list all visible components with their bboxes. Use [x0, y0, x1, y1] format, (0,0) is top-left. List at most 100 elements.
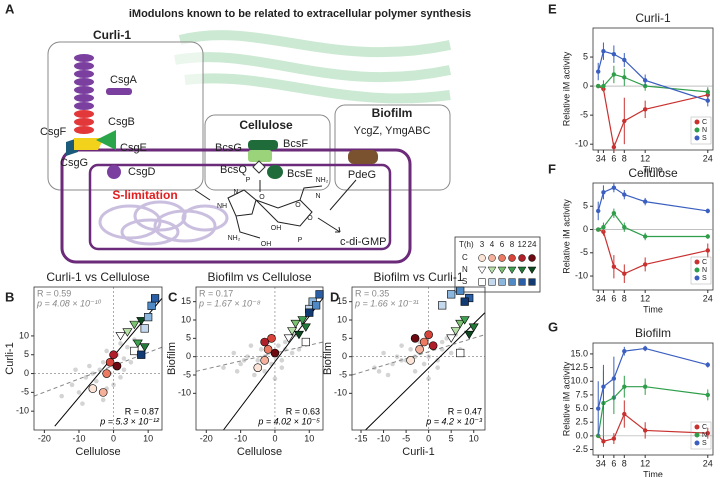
background-point	[234, 369, 240, 374]
point	[260, 356, 269, 365]
legend-label: N	[702, 432, 707, 439]
csgb-stack	[74, 110, 94, 134]
point	[611, 144, 617, 150]
background-point	[93, 378, 99, 384]
series-line	[597, 386, 708, 436]
legend-label: S	[702, 275, 707, 282]
label: c-di-GMP	[340, 236, 386, 248]
panel-label: G	[548, 319, 558, 334]
point	[112, 361, 122, 371]
y-tick-label: 0	[24, 368, 29, 378]
background-point	[255, 358, 261, 363]
legend-marker	[694, 432, 700, 438]
point	[705, 208, 710, 214]
y-axis-label: Curli-1	[4, 342, 16, 374]
panel-label: B	[5, 289, 14, 304]
background-point	[399, 343, 404, 348]
atom-label: O	[307, 215, 313, 222]
legend-marker	[694, 275, 700, 281]
label: PdeG	[348, 169, 376, 181]
point	[596, 406, 601, 411]
y-tick-label: 5	[583, 201, 588, 211]
legend-marker	[477, 266, 487, 274]
series-line	[597, 50, 708, 102]
atom-label: P	[298, 237, 303, 244]
y-tick-label: 10.0	[570, 376, 588, 386]
panel-label: D	[330, 289, 339, 304]
bcsf	[248, 140, 278, 150]
y-tick-label: 0	[583, 80, 588, 90]
point	[705, 392, 710, 398]
legend-marker	[528, 278, 536, 286]
background-point	[376, 369, 382, 374]
annotation: R = 0.17	[199, 288, 233, 298]
point	[622, 384, 627, 389]
point	[410, 334, 420, 343]
y-axis-label: Relative iM activity	[561, 51, 571, 126]
panel-label: A	[5, 1, 15, 16]
legend-marker	[498, 254, 506, 262]
plot-frame	[33, 286, 163, 431]
annotation: p = 1.66 × 10⁻³¹	[354, 298, 419, 308]
point	[456, 348, 465, 358]
background-point	[279, 358, 285, 363]
annotation: R = 0.47	[448, 406, 482, 416]
y-tick-label: 2.5	[575, 417, 588, 427]
point	[447, 290, 456, 299]
x-axis-label: Time	[643, 469, 663, 477]
polymer-coil	[98, 200, 229, 246]
x-tick-label: 24	[703, 153, 713, 163]
point	[601, 439, 606, 444]
csgd	[107, 165, 121, 179]
label: BcsE	[287, 168, 313, 180]
y-axis-label: Biofilm	[322, 342, 334, 375]
background-point	[59, 393, 64, 399]
x-tick-label: 6	[611, 153, 616, 163]
legend-marker	[694, 259, 700, 265]
point	[705, 234, 710, 239]
legend-label: C	[462, 253, 468, 262]
y-tick-label: -10	[575, 139, 588, 149]
legend-box	[690, 421, 712, 450]
csga-stack	[74, 54, 94, 110]
annotation: p = 4.02 × 10⁻⁵	[257, 416, 320, 426]
x-tick-label: 3	[596, 293, 601, 303]
bcsg	[248, 150, 272, 162]
atom-label: OH	[271, 225, 282, 232]
point	[129, 320, 140, 330]
y-axis-label: Relative iM activity	[561, 199, 571, 274]
point	[642, 199, 648, 204]
point	[283, 334, 294, 343]
bcsq	[252, 160, 266, 174]
y-tick-label: 0	[583, 224, 588, 234]
point	[611, 436, 617, 441]
x-tick-label: 5	[449, 433, 454, 443]
background-point	[408, 347, 413, 352]
x-tick-label: 0	[111, 433, 116, 443]
legend-label: C	[702, 259, 707, 266]
fit-line	[223, 297, 324, 431]
legend-time: 24	[528, 240, 537, 249]
background-point	[118, 341, 123, 346]
plot-frame	[195, 286, 324, 431]
point	[122, 328, 133, 337]
legend-marker	[488, 278, 496, 286]
arrow	[317, 217, 341, 233]
point	[622, 411, 627, 417]
y-tick-label: -5	[580, 110, 588, 120]
point	[622, 75, 627, 80]
point	[305, 308, 314, 317]
label: CsgA	[110, 74, 138, 86]
point	[253, 363, 263, 372]
legend-label: S	[702, 135, 707, 142]
legend-marker	[498, 278, 506, 286]
legend-marker	[478, 254, 486, 262]
legend-time: 4	[490, 240, 495, 249]
background-point	[125, 344, 130, 350]
point	[705, 362, 710, 368]
point	[601, 190, 606, 195]
x-tick-label: 8	[622, 153, 627, 163]
background-point	[245, 354, 250, 359]
figure-title: iModulons known to be related to extrace…	[129, 8, 471, 20]
